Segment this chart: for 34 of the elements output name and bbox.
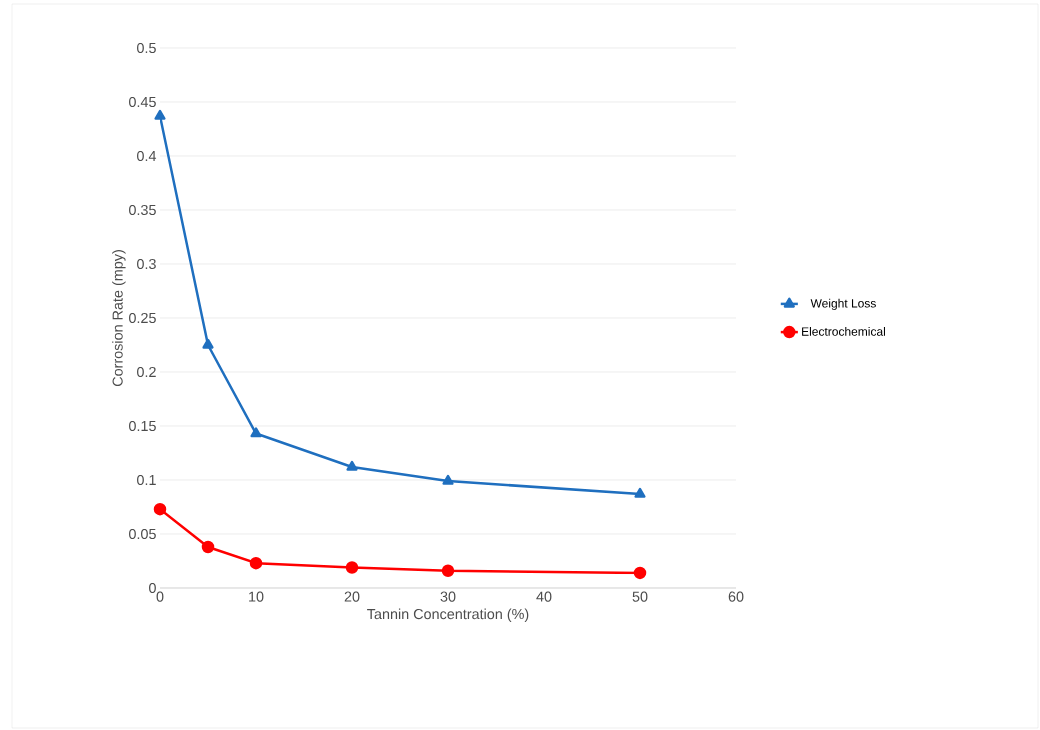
point bbox=[201, 540, 215, 554]
point bbox=[153, 502, 167, 516]
point bbox=[202, 338, 214, 349]
point bbox=[441, 564, 455, 577]
point bbox=[634, 487, 646, 498]
legend-label: Weight Loss bbox=[810, 298, 876, 310]
x-tick-label: 0 bbox=[156, 591, 164, 602]
x-tick-label: 40 bbox=[536, 591, 552, 602]
y-tick-label: 0.4 bbox=[137, 150, 157, 162]
point bbox=[346, 460, 358, 471]
x-tick-label: 10 bbox=[249, 591, 264, 602]
y-tick-label: 0.15 bbox=[129, 420, 156, 432]
y-axis-title: Corrosion Rate (mpy) bbox=[112, 250, 126, 387]
point bbox=[633, 566, 647, 580]
y-tick-label: 0.25 bbox=[129, 312, 156, 324]
legend-label: Electrochemical bbox=[802, 327, 885, 336]
y-tick-label: 0 bbox=[149, 582, 156, 594]
point bbox=[249, 556, 263, 570]
x-tick-label: 20 bbox=[344, 591, 360, 602]
y-tick-label: 0.45 bbox=[129, 96, 156, 108]
point bbox=[250, 427, 262, 438]
point bbox=[442, 474, 454, 485]
y-tick-label: 0.5 bbox=[137, 42, 156, 54]
y-tick-label: 0.2 bbox=[137, 366, 156, 378]
x-tick-label: 60 bbox=[728, 591, 744, 602]
x-axis-title: Tannin Concentration (%) bbox=[367, 608, 529, 623]
y-tick-label: 0.35 bbox=[129, 204, 156, 216]
y-tick-label: 0.05 bbox=[129, 528, 156, 540]
point bbox=[345, 561, 359, 574]
y-tick-label: 0.1 bbox=[137, 474, 156, 486]
point bbox=[154, 109, 166, 120]
x-tick-label: 50 bbox=[632, 591, 648, 602]
y-tick-label: 0.3 bbox=[137, 258, 156, 270]
x-tick-label: 30 bbox=[440, 591, 456, 602]
